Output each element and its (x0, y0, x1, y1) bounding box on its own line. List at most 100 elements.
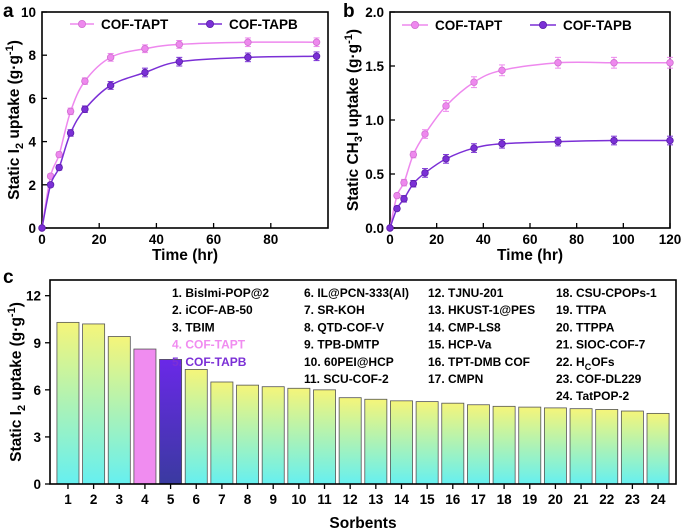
ticks-c: 1 2 3 4 5 6 7 8 9 10 11 12 13 14 15 16 17 18 19 20 21 22 23 240… (26, 289, 666, 507)
y-tick-label-c: 0 (33, 477, 41, 492)
bar-23 (620, 410, 644, 485)
chart-panel-b: 0 20 40 60 80 100 120 0.0 0.5 1.0 1.5 2.0 COF-TAPT … (343, 5, 681, 264)
bar-7 (210, 381, 234, 485)
legend-c-item: 7. SR-KOH (304, 303, 365, 317)
y-tick-label-c: 6 (33, 383, 41, 398)
bar-20 (543, 407, 567, 485)
legend-c-item-main: 22. H (556, 355, 585, 369)
x-tick-label-c: 2 (90, 492, 98, 507)
y-axis-label-c: Static I2 uptake (g·g-1) (6, 302, 28, 462)
data-point-a-1 (175, 57, 183, 66)
plot-frame-a (41, 11, 329, 229)
y-tick-label-a: 0 (28, 221, 36, 236)
x-tick-label-a: 60 (206, 232, 221, 247)
bar-19 (518, 406, 542, 485)
data-point-a-0 (312, 38, 321, 46)
bar-14 (390, 400, 413, 485)
x-axis-label-a: Time (hr) (152, 247, 218, 264)
legend-c-item: 2. iCOF-AB-50 (172, 303, 253, 317)
y-tick-label-b: 0.0 (365, 221, 384, 236)
bar-12 (338, 397, 362, 485)
bar-11 (313, 389, 336, 485)
data-point-b-1 (554, 137, 562, 146)
legend-a: COF-TAPT COF-TAPB (70, 17, 298, 32)
x-tick-label-c: 10 (291, 492, 306, 507)
legend-c-item: 17. CMPN (428, 372, 483, 386)
y-axis-label-b-sup: -1 (343, 34, 355, 44)
data-point-a-0 (81, 77, 89, 85)
bar-10 (287, 387, 311, 485)
bar-9 (261, 386, 285, 485)
x-tick-label-c: 3 (116, 492, 124, 507)
x-tick-label-c: 14 (394, 492, 410, 507)
series-line-b-1 (389, 139, 671, 229)
y-tick-label-a: 2 (28, 178, 36, 193)
legend-b-label-tapt: COF-TAPT (435, 18, 503, 33)
series-line-a-0 (41, 41, 317, 229)
x-tick-label-c: 6 (192, 492, 200, 507)
legend-c-item: 3. TBIM (172, 320, 215, 334)
bar-8 (236, 384, 259, 485)
y-axis-label-a-rest: uptake (g·g (6, 55, 23, 143)
bar-6 (184, 369, 208, 485)
legend-c-item: 9. TPB-DMTP (304, 338, 379, 352)
bars-c (56, 321, 670, 485)
x-tick-label-b: 0 (386, 232, 394, 247)
bar-22 (595, 409, 619, 485)
y-axis-label-a-main: Static I (6, 149, 23, 200)
data-point-b-1 (666, 136, 674, 145)
ticks-a: 0 20 40 60 80 0 2 4 6 8 10 (21, 5, 278, 247)
y-tick-label-c: 3 (33, 430, 41, 445)
y-tick-label-b: 2.0 (365, 5, 384, 20)
data-point-b-0 (409, 150, 418, 159)
y-axis-label-b-main: Static CH (345, 142, 362, 211)
legend-b: COF-TAPT COF-TAPB (402, 18, 632, 33)
panel-letter-b: b (343, 1, 355, 22)
legend-c-item: 21. SIOC-COF-7 (556, 338, 646, 352)
legend-c: 1. BisImi-POP@2 2. iCOF-AB-50 3. TBIM 4. CO… (172, 286, 657, 403)
x-tick-label-c: 18 (497, 492, 513, 507)
data-point-b-1 (386, 224, 394, 232)
data-point-b-1 (421, 169, 429, 177)
y-tick-label-a: 8 (28, 48, 36, 63)
data-point-a-1 (106, 81, 115, 90)
x-tick-label-c: 11 (317, 492, 332, 507)
x-tick-label-a: 20 (92, 232, 107, 247)
y-tick-label-a: 4 (28, 135, 36, 150)
x-tick-label-c: 13 (368, 492, 384, 507)
legend-a-marker-tapt (78, 19, 87, 28)
y-tick-label-a: 6 (28, 91, 36, 106)
data-point-b-1 (409, 180, 418, 188)
x-tick-label-b: 20 (429, 232, 444, 247)
data-point-b-0 (442, 102, 450, 110)
series-a (38, 37, 321, 232)
y-axis-label-a-end: ) (6, 40, 23, 45)
y-axis-label-c-rest: uptake (g·g (8, 317, 25, 405)
x-tick-label-b: 40 (476, 232, 491, 247)
panel-letter-a: a (3, 1, 14, 22)
x-tick-label-c: 20 (548, 492, 563, 507)
legend-b-marker-tapt (410, 20, 419, 29)
bar-16 (441, 402, 465, 485)
legend-c-item: 6. IL@PCN-333(Al) (304, 286, 409, 300)
series-b (386, 56, 674, 232)
y-axis-label-b-sub: 3 (353, 136, 365, 142)
legend-c-item: 4. COF-TAPT (172, 338, 246, 352)
bar-5 (159, 359, 183, 485)
bar-24 (646, 412, 670, 485)
bar-3 (107, 336, 131, 485)
y-tick-label-b: 1.5 (365, 59, 384, 74)
legend-c-item: 11. SCU-COF-2 (304, 372, 389, 386)
x-tick-label-c: 1 (64, 492, 72, 507)
data-point-a-1 (244, 53, 252, 62)
x-tick-label-a: 80 (263, 232, 278, 247)
legend-c-item: 14. CMP-LS8 (428, 320, 501, 334)
data-point-b-1 (610, 136, 618, 145)
data-point-b-0 (554, 59, 562, 67)
bar-18 (492, 405, 516, 485)
x-tick-label-b: 100 (612, 232, 635, 247)
y-tick-label-c: 12 (26, 289, 41, 304)
legend-c-item: 15. HCP-Va (428, 338, 492, 352)
data-point-b-0 (393, 191, 401, 200)
